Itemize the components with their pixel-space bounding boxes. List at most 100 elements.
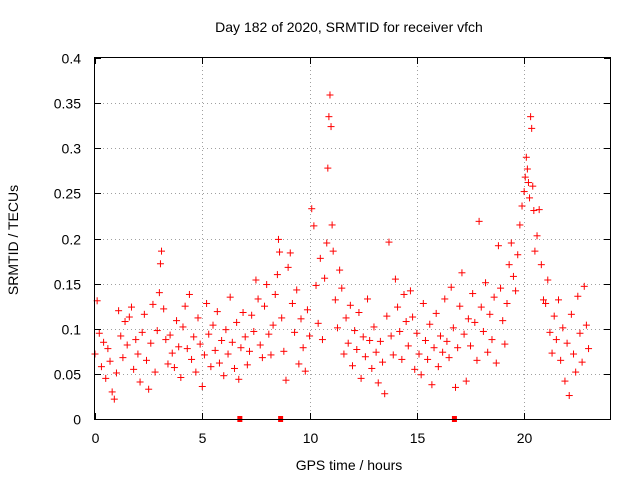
data-point (366, 336, 374, 344)
data-point (482, 279, 490, 287)
data-point (531, 247, 539, 255)
data-point (509, 272, 517, 280)
data-point (492, 359, 500, 367)
data-point (539, 296, 547, 304)
data-point (357, 374, 365, 382)
data-point (215, 359, 223, 367)
data-point (269, 321, 277, 329)
data-point (454, 344, 462, 352)
data-point (278, 314, 286, 322)
data-point (537, 261, 545, 269)
data-point (288, 299, 296, 307)
data-point (237, 344, 245, 352)
data-point (153, 327, 161, 335)
data-point (121, 318, 129, 326)
data-point (151, 368, 159, 376)
data-point (308, 205, 316, 213)
data-point (521, 173, 529, 181)
data-point (501, 340, 509, 348)
data-point (211, 346, 219, 354)
data-point (582, 321, 590, 329)
data-point (280, 347, 288, 355)
data-point (256, 341, 264, 349)
data-point (528, 124, 536, 132)
data-point (314, 319, 322, 327)
data-point (293, 286, 301, 294)
data-point (524, 179, 532, 187)
data-point (404, 342, 412, 350)
data-point (570, 350, 578, 358)
data-point (250, 327, 258, 335)
data-point (175, 343, 183, 351)
data-point (353, 346, 361, 354)
data-point (488, 336, 496, 344)
data-point (318, 336, 326, 344)
data-point (381, 390, 389, 398)
data-point (552, 336, 560, 344)
data-point (389, 351, 397, 359)
grid-layer (95, 58, 610, 419)
data-point (576, 329, 584, 337)
data-point (325, 113, 333, 121)
data-point (529, 182, 537, 190)
data-point (479, 327, 487, 335)
data-point (372, 348, 380, 356)
x-tick-label: 15 (410, 430, 426, 446)
data-point (115, 307, 123, 315)
data-point (434, 363, 442, 371)
data-point (130, 365, 138, 373)
data-point (160, 305, 168, 313)
x-tick-label: 0 (92, 430, 100, 446)
data-point (449, 324, 457, 332)
data-point (205, 330, 213, 338)
data-point (518, 202, 526, 210)
data-point (432, 309, 440, 317)
data-point (136, 378, 144, 386)
data-point (243, 361, 251, 369)
data-point (346, 301, 354, 309)
y-tick-label: 0 (73, 412, 81, 428)
data-point (338, 284, 346, 292)
data-point (263, 281, 271, 289)
data-point (550, 312, 558, 320)
data-point (246, 347, 253, 355)
data-point (235, 375, 243, 383)
data-point (460, 330, 468, 338)
data-point (406, 287, 414, 295)
data-point (213, 308, 221, 316)
data-point (324, 164, 332, 172)
data-point (336, 266, 344, 274)
y-tick-labels: 0 0.05 0.1 0.15 0.2 0.25 0.3 0.35 0.4 (54, 51, 81, 428)
data-point (110, 395, 118, 403)
data-point (155, 289, 163, 297)
data-point (164, 360, 172, 368)
data-point (424, 355, 432, 363)
data-point (329, 247, 337, 255)
data-point (127, 303, 135, 311)
data-point (222, 326, 230, 334)
ticks-layer (95, 58, 610, 420)
data-point (179, 323, 187, 331)
data-point (436, 332, 444, 340)
data-point (177, 373, 185, 381)
data-point (145, 385, 153, 393)
data-point (100, 338, 108, 346)
data-point (326, 91, 334, 99)
data-point (413, 329, 421, 337)
data-point (527, 113, 535, 121)
marks-layer (91, 91, 593, 403)
data-point (297, 315, 305, 323)
data-point (417, 371, 425, 379)
data-point (106, 357, 114, 365)
data-point (125, 313, 133, 321)
x-tick-label: 10 (303, 430, 319, 446)
data-point (494, 242, 502, 250)
data-point (149, 300, 157, 308)
data-point (258, 354, 266, 362)
y-tick-label: 0.2 (62, 232, 82, 248)
data-point (112, 369, 120, 377)
data-point (370, 323, 378, 331)
data-point (342, 314, 350, 322)
data-point (123, 341, 131, 349)
